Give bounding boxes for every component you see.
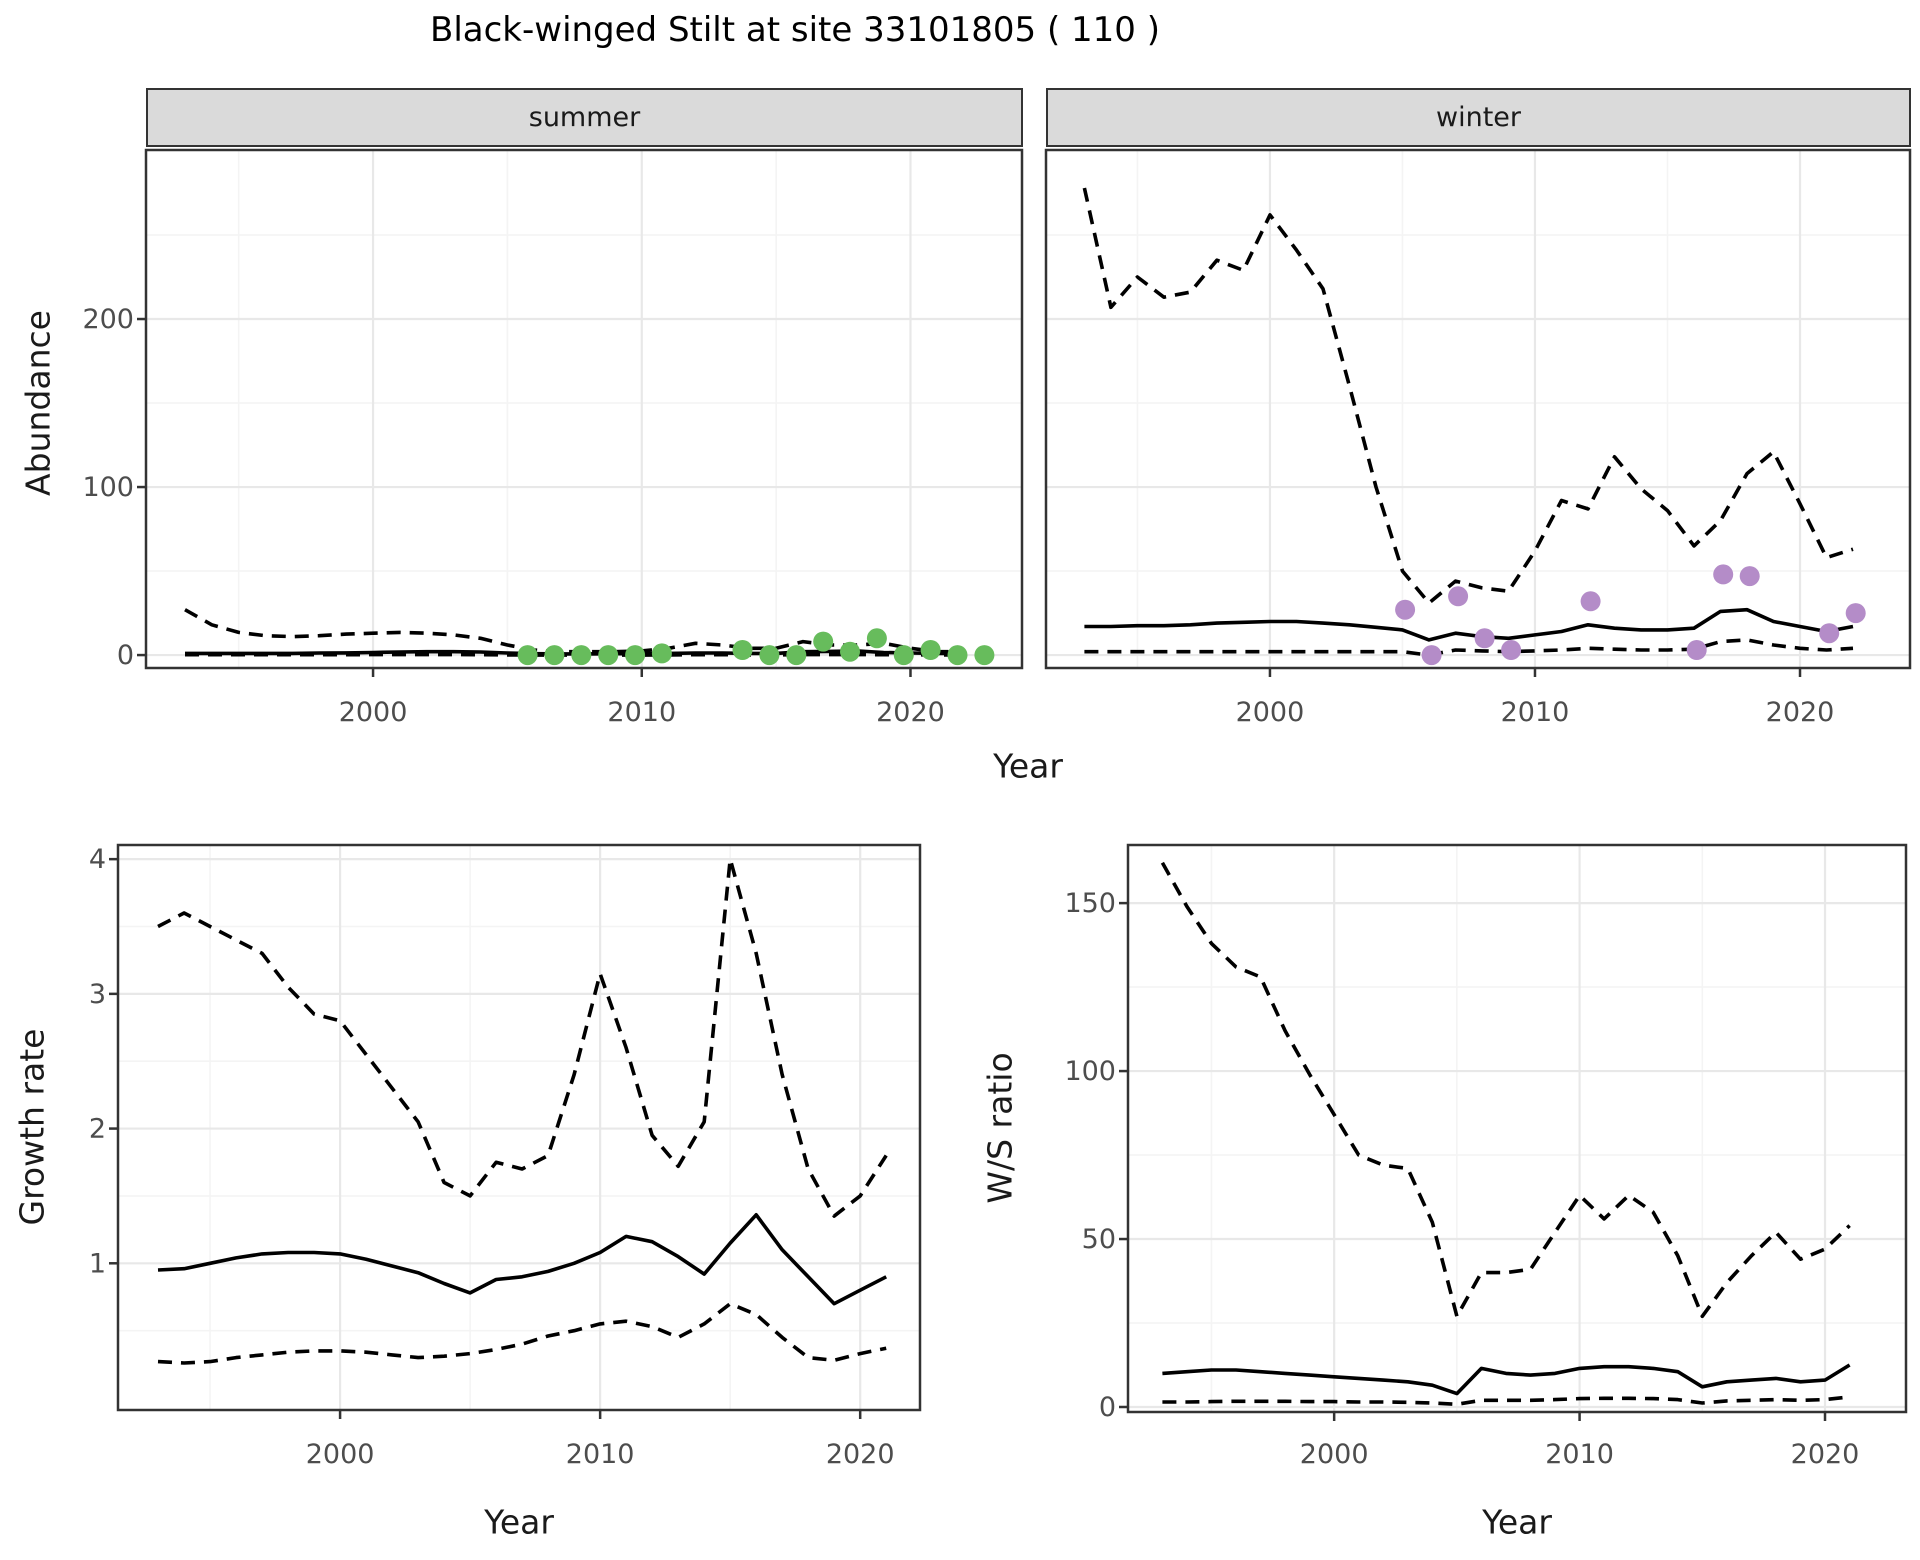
growth-rate-lines: [157, 857, 888, 1365]
winter-abundance-observation-point: [1819, 623, 1840, 644]
y-tick-label: 0: [1099, 1392, 1116, 1423]
summer-abundance-observation-point: [920, 640, 941, 660]
summer-abundance-observation-point: [759, 645, 780, 666]
ws-ratio-panel: 2000 2010 2020 0 50 100 150: [1064, 843, 1908, 1470]
winter-abundance-mean-line: [1084, 607, 1854, 642]
summer-abundance-observation-point: [651, 643, 672, 664]
x-tick-label: 2010: [566, 1439, 635, 1470]
summer-abundance-observation-point: [893, 645, 914, 666]
panel-background: [1046, 150, 1910, 668]
winter-abundance-observation-point: [1474, 628, 1495, 649]
facet-strip-summer: summer: [146, 88, 1023, 147]
winter-abundance-observation-point: [1501, 640, 1522, 660]
ws-ratio-upper_ci-line: [1160, 861, 1851, 1319]
summer-abundance-points: [517, 628, 995, 666]
x-axis-title-year-ws: Year: [1482, 1502, 1552, 1542]
summer-abundance-observation-point: [840, 641, 860, 662]
summer-abundance-observation-point: [544, 645, 565, 666]
y-tick-label: 100: [82, 472, 134, 503]
x-axis-title-year-top: Year: [993, 746, 1063, 786]
ws-ratio-mean-line: [1162, 1363, 1851, 1396]
y-tick-label: 2: [89, 1114, 106, 1145]
x-tick-label: 2020: [1766, 697, 1835, 728]
y-tick-label: 200: [82, 304, 134, 335]
summer-abundance-observation-point: [813, 631, 834, 652]
x-tick-label: 2000: [1236, 697, 1305, 728]
summer-abundance-observation-point: [732, 640, 753, 660]
winter-abundance-observation-point: [1395, 599, 1416, 620]
panel-background: [146, 150, 1022, 668]
x-tick-label: 2000: [1300, 1439, 1369, 1470]
y-tick-label: 50: [1082, 1224, 1116, 1255]
x-tick-label: 2020: [1791, 1439, 1860, 1470]
summer-abundance-panel: 2000 2010 2020 0 100 200: [82, 148, 1024, 728]
summer-abundance-observation-point: [786, 645, 807, 666]
x-tick-label: 2020: [876, 697, 945, 728]
panel-border: [144, 148, 1024, 670]
y-axis-title-ws-ratio: W/S ratio: [980, 1052, 1020, 1204]
growth-rate-panel: 2000 2010 2020 1 2 3 4: [89, 843, 922, 1470]
facet-strip-summer-label: summer: [528, 102, 641, 133]
panel-background: [1128, 845, 1906, 1412]
panel-border: [1044, 148, 1912, 670]
winter-abundance-observation-point: [1739, 566, 1760, 587]
winter-abundance-lines: [1082, 187, 1854, 657]
winter-abundance-observation-point: [1448, 586, 1469, 607]
y-tick-label: 150: [1064, 888, 1116, 919]
figure-title: Black-winged Stilt at site 33101805 ( 11…: [430, 10, 1160, 50]
x-tick-label: 2010: [1545, 1439, 1614, 1470]
winter-abundance-observation-point: [1845, 603, 1866, 624]
x-tick-label: 2010: [1501, 697, 1570, 728]
y-tick-label: 1: [89, 1248, 106, 1279]
facet-strip-winter-label: winter: [1436, 102, 1521, 133]
growth-rate-mean-line: [157, 1213, 888, 1306]
summer-abundance-observation-point: [974, 645, 995, 666]
growth-rate-upper_ci-line: [157, 857, 888, 1218]
growth-rate-lower_ci-line: [157, 1301, 887, 1365]
facet-strip-winter: winter: [1046, 88, 1911, 147]
x-tick-label: 2020: [826, 1439, 895, 1470]
winter-abundance-panel: 2000 2010 2020: [1044, 148, 1912, 728]
summer-abundance-observation-point: [517, 645, 538, 666]
y-axis-title-abundance: Abundance: [18, 310, 58, 496]
y-tick-label: 100: [1064, 1056, 1116, 1087]
y-tick-label: 4: [89, 844, 106, 875]
summer-abundance-observation-point: [866, 628, 887, 649]
x-tick-label: 2010: [607, 697, 676, 728]
winter-abundance-lower_ci-line: [1084, 638, 1854, 657]
y-tick-label: 3: [89, 979, 106, 1010]
winter-abundance-observation-point: [1686, 640, 1707, 660]
summer-abundance-observation-point: [571, 645, 592, 666]
ws-ratio-lines: [1160, 861, 1851, 1407]
summer-abundance-observation-point: [625, 645, 646, 666]
y-axis-title-growth-rate: Growth rate: [12, 1028, 52, 1226]
winter-abundance-upper_ci-line: [1082, 187, 1854, 605]
winter-abundance-points: [1395, 564, 1866, 666]
x-axis-title-year-growth: Year: [484, 1502, 554, 1542]
winter-abundance-observation-point: [1580, 591, 1601, 612]
x-tick-label: 2000: [306, 1439, 375, 1470]
summer-abundance-observation-point: [947, 645, 968, 666]
summer-abundance-lower_ci-line: [185, 652, 965, 657]
x-tick-label: 2000: [339, 697, 408, 728]
winter-abundance-observation-point: [1713, 564, 1734, 585]
y-tick-label: 0: [117, 640, 134, 671]
summer-abundance-observation-point: [598, 645, 619, 666]
winter-abundance-observation-point: [1421, 645, 1442, 666]
panel-border: [1126, 843, 1908, 1414]
